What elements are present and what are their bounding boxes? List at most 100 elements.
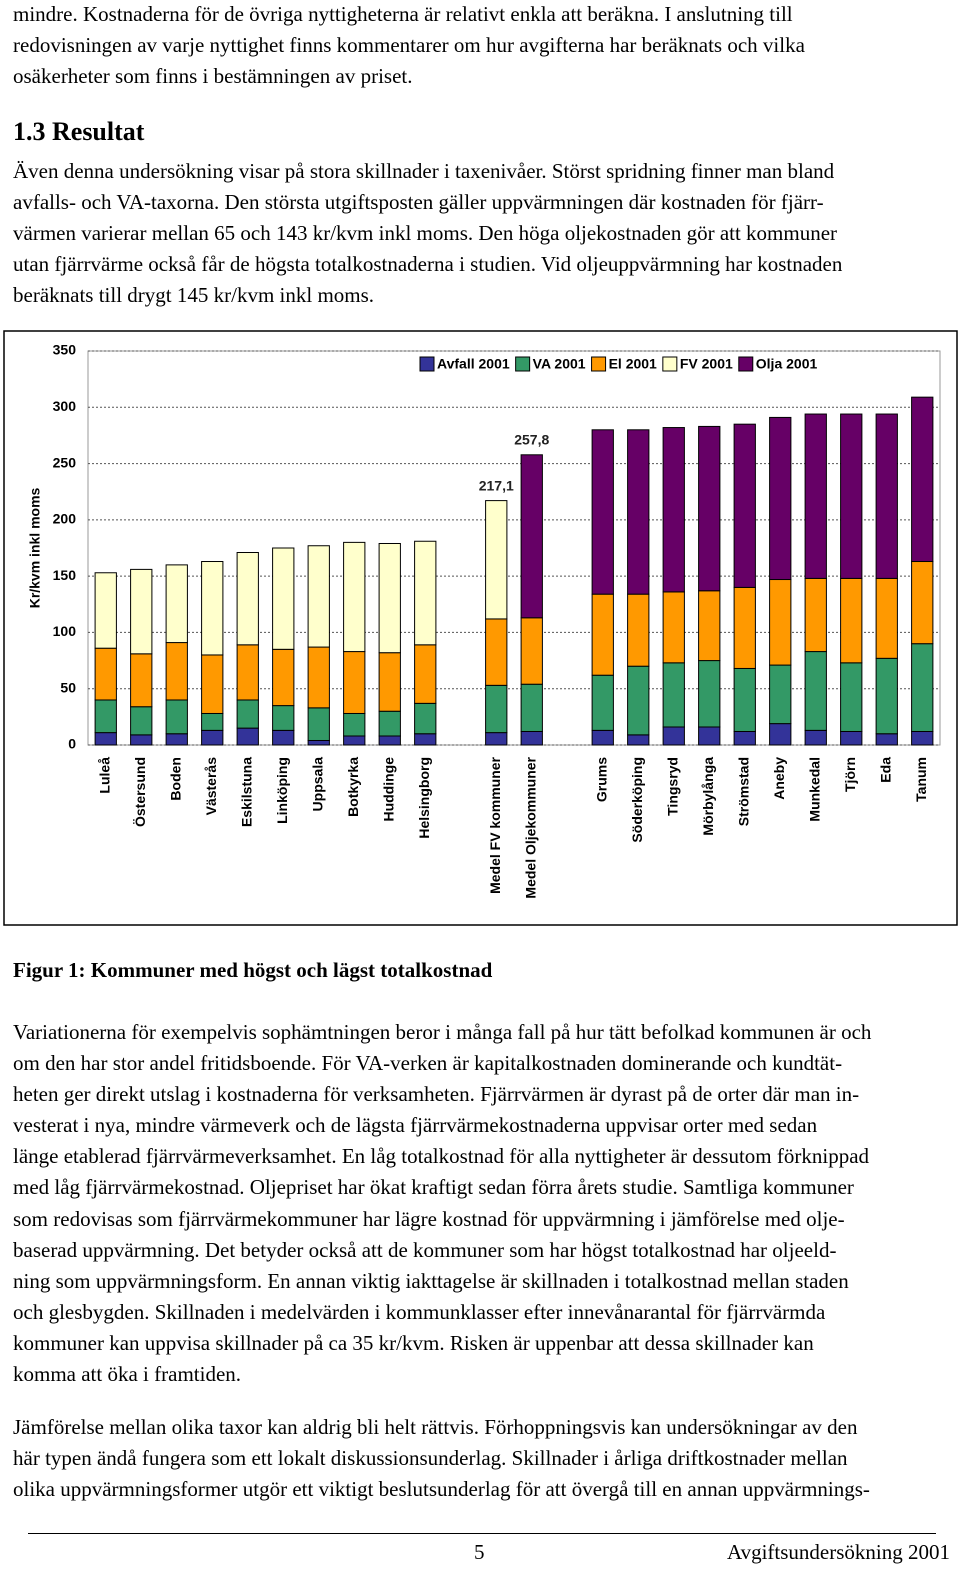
x-tick-label: Luleå bbox=[96, 757, 112, 794]
plot-area bbox=[87, 350, 941, 746]
footer-rule bbox=[28, 1533, 936, 1534]
bar-segment bbox=[627, 734, 650, 746]
x-tick-label: Söderköping bbox=[629, 757, 645, 843]
bar-segment bbox=[485, 618, 508, 686]
text-line: Även denna undersökning visar på stora s… bbox=[13, 159, 835, 183]
intro-paragraph: mindre. Kostnaderna för de övriga nyttig… bbox=[13, 0, 805, 92]
text-line: osäkerheter som finns i bestämningen av … bbox=[13, 64, 413, 89]
y-axis-title: Kr/kvm inkl moms bbox=[27, 487, 43, 608]
total-label: 257,8 bbox=[514, 431, 549, 447]
x-tick-label: Tingsryd bbox=[664, 757, 680, 816]
x-tick-label: Västerås bbox=[203, 757, 219, 816]
y-tick-label: 300 bbox=[53, 398, 77, 414]
bar-segment bbox=[272, 648, 295, 707]
bar-segment bbox=[591, 729, 614, 746]
y-tick-label: 150 bbox=[53, 567, 77, 583]
paragraph: Även denna undersökning visar på stora s… bbox=[13, 156, 842, 311]
bar-segment bbox=[94, 572, 117, 649]
text-line: Jämförelse mellan olika taxor kan aldrig… bbox=[13, 1415, 858, 1439]
bar-segment bbox=[201, 654, 224, 714]
bar-segment bbox=[307, 707, 330, 741]
x-tick-label: Eda bbox=[877, 757, 893, 783]
bar-segment bbox=[804, 577, 827, 653]
bar-segment bbox=[911, 396, 934, 563]
paragraph: Jämförelse mellan olika taxor kan aldrig… bbox=[13, 1412, 870, 1505]
text-line: avfalls- och VA-taxorna. Den största utg… bbox=[13, 190, 824, 215]
x-tick-label: Eskilstuna bbox=[238, 757, 254, 827]
y-tick-label: 50 bbox=[60, 679, 76, 695]
bar-segment bbox=[733, 667, 756, 732]
bar-segment bbox=[130, 706, 153, 736]
bar-segment bbox=[378, 652, 401, 712]
text-line: ning som uppvärmningsform. En annan vikt… bbox=[13, 1268, 849, 1293]
bar-segment bbox=[165, 642, 188, 701]
page-number: 5 bbox=[474, 1540, 485, 1564]
bar-segment bbox=[591, 674, 614, 731]
legend-swatch bbox=[662, 356, 678, 372]
legend-label: FV 2001 bbox=[680, 356, 733, 372]
text-line: komma att öka i framtiden. bbox=[13, 1362, 242, 1387]
bar-segment bbox=[875, 413, 898, 579]
bar-segment bbox=[591, 429, 614, 595]
bar-segment bbox=[520, 454, 543, 619]
bar-segment bbox=[769, 416, 792, 581]
bar-segment bbox=[662, 726, 685, 746]
bar-segment bbox=[662, 591, 685, 664]
bar-segment bbox=[94, 732, 117, 746]
bar-segment bbox=[94, 699, 117, 734]
bar-segment bbox=[414, 644, 437, 704]
text-line: utan fjärrvärme också får de högsta tota… bbox=[13, 252, 843, 277]
bar-segment bbox=[414, 540, 437, 646]
bar-segment bbox=[307, 545, 330, 648]
bar-segment bbox=[201, 561, 224, 656]
bar-segment bbox=[733, 586, 756, 669]
legend-swatch bbox=[515, 356, 531, 372]
bar-segment bbox=[769, 723, 792, 746]
text-line: som redovisas som fjärrvärmekommuner har… bbox=[13, 1206, 845, 1231]
text-line: länge etablerad fjärrvärmeverksamhet. En… bbox=[13, 1144, 870, 1169]
legend-label: Avfall 2001 bbox=[437, 356, 510, 372]
text-line: med låg fjärrvärmekostnad. Oljepriset ha… bbox=[13, 1175, 854, 1200]
x-tick-label: Östersund bbox=[132, 757, 148, 827]
x-tick-label: Medel Oljekommuner bbox=[522, 756, 538, 898]
bar-segment bbox=[911, 561, 934, 645]
legend-swatch bbox=[591, 356, 607, 372]
footer-title: Avgiftsundersökning 2001 bbox=[726, 1540, 950, 1564]
bar-segment bbox=[520, 617, 543, 685]
bar-segment bbox=[130, 653, 153, 708]
y-tick-label: 0 bbox=[68, 736, 76, 752]
x-tick-label: Helsingborg bbox=[416, 757, 432, 839]
bar-segment bbox=[272, 729, 295, 746]
bar-segment bbox=[840, 730, 863, 746]
x-tick-label: Huddinge bbox=[380, 757, 396, 822]
y-tick-label: 350 bbox=[53, 342, 77, 358]
bar-segment bbox=[307, 646, 330, 709]
bar-segment bbox=[627, 665, 650, 736]
bar-segment bbox=[307, 739, 330, 746]
bar-segment bbox=[769, 579, 792, 666]
bar-segment bbox=[698, 726, 721, 746]
text-line: mindre. Kostnaderna för de övriga nyttig… bbox=[13, 2, 793, 26]
text-line: och glesbygden. Skillnaden i medelvärden… bbox=[13, 1299, 826, 1324]
y-tick-label: 100 bbox=[53, 623, 77, 639]
bar-segment bbox=[94, 647, 117, 701]
bar-segment bbox=[343, 712, 366, 737]
text-line: heten ger direkt utslag i kostnaderna fö… bbox=[13, 1082, 860, 1107]
bar-segment bbox=[414, 733, 437, 746]
bar-segment bbox=[378, 542, 401, 654]
bar-segment bbox=[236, 699, 259, 729]
bar-segment bbox=[201, 729, 224, 746]
text-line: värmen varierar mellan 65 och 143 kr/kvm… bbox=[13, 221, 838, 246]
bar-segment bbox=[165, 699, 188, 735]
bar-segment bbox=[698, 660, 721, 728]
bar-segment bbox=[591, 593, 614, 676]
bar-segment bbox=[804, 729, 827, 746]
text-line: baserad uppvärmning. Det betyder också a… bbox=[13, 1237, 837, 1262]
bar-segment bbox=[662, 662, 685, 728]
bar-segment bbox=[343, 541, 366, 653]
bar-segment bbox=[378, 735, 401, 746]
y-tick-label: 250 bbox=[53, 454, 77, 470]
text-line: vesterat i nya, mindre värmeverk och de … bbox=[13, 1113, 818, 1138]
bar-segment bbox=[201, 712, 224, 731]
